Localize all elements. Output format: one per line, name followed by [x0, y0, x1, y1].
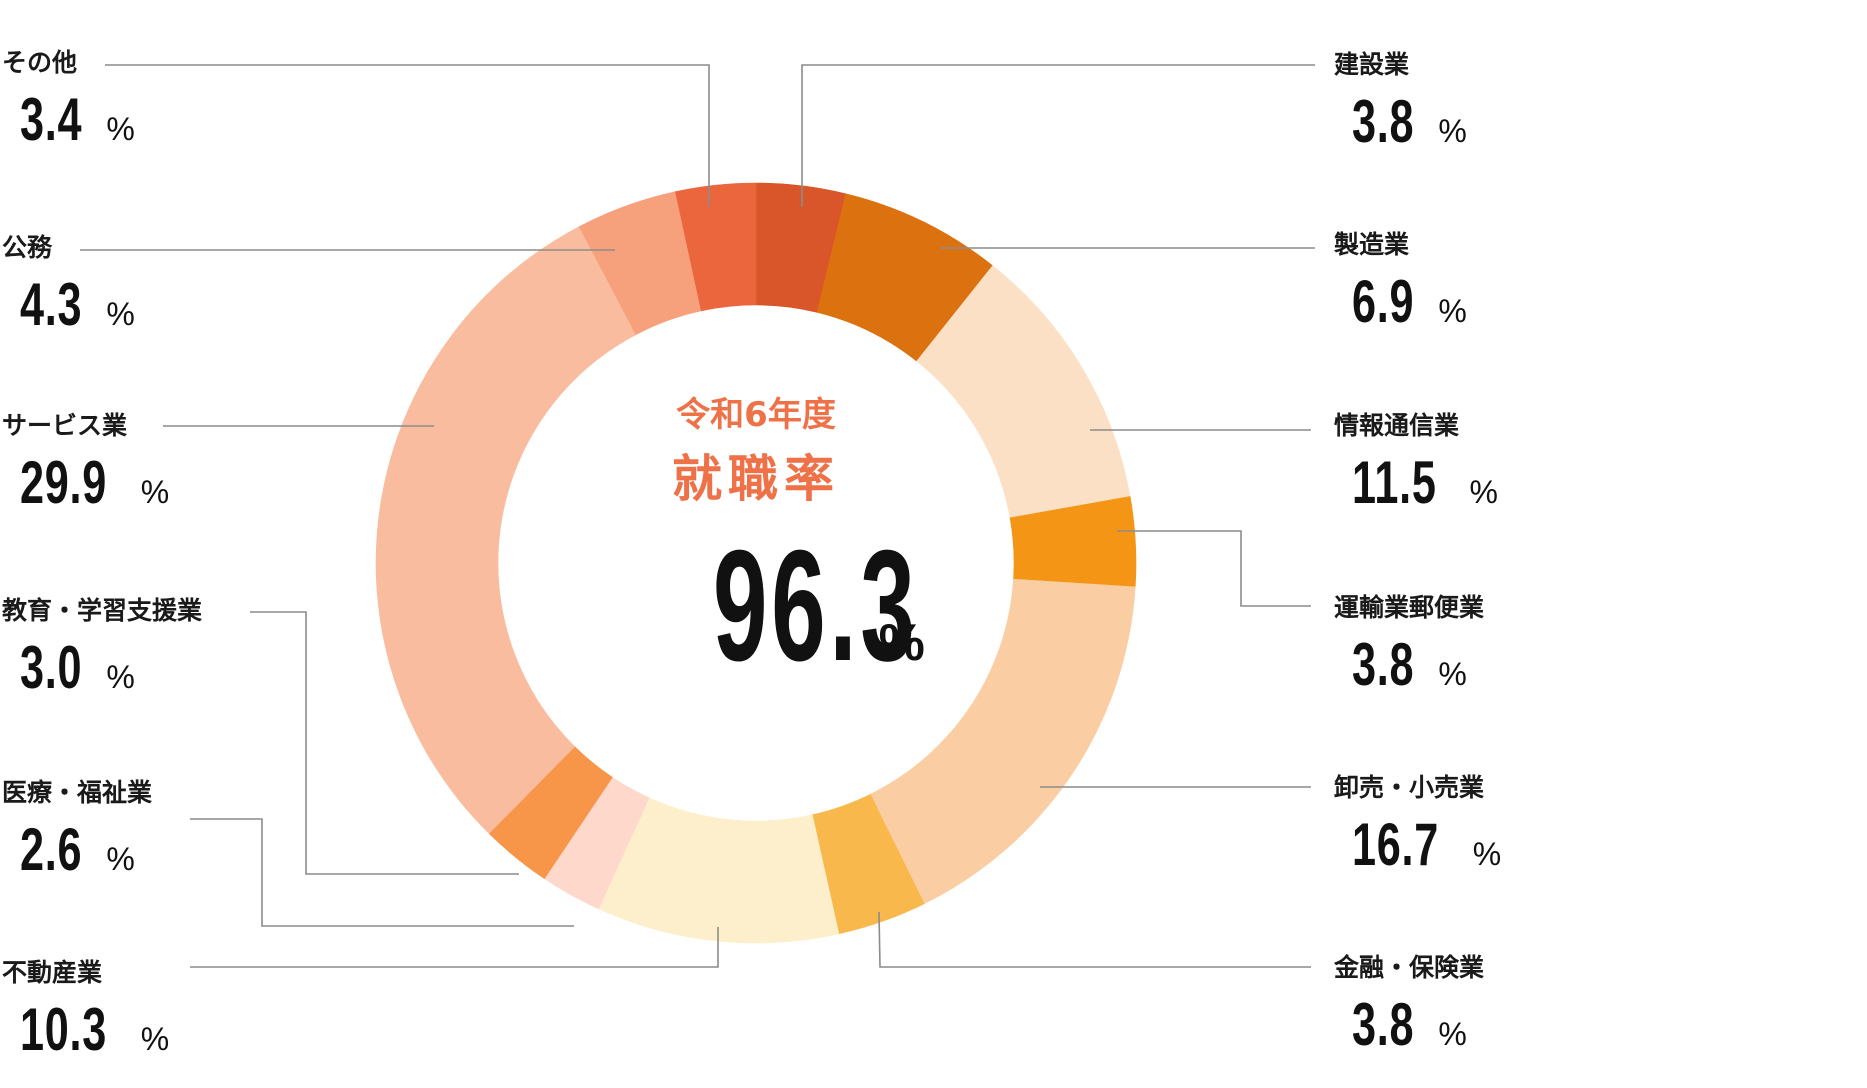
leader-line-kyouiku [250, 611, 519, 875]
label-value: 2.6% [20, 816, 135, 883]
center-year-label: 令和6年度 [676, 395, 836, 435]
label-name: その他 [2, 48, 78, 77]
label-iryou: 医療・福祉業 2.6% [2, 778, 152, 896]
leader-line-sonota [105, 64, 710, 207]
label-name: サービス業 [2, 411, 128, 440]
label-koumu: 公務 4.3% [2, 233, 135, 351]
leader-line-iryou [190, 818, 574, 927]
label-name: 教育・学習支援業 [2, 596, 203, 625]
label-name: 金融・保険業 [1334, 953, 1485, 982]
donut-segments [375, 182, 1137, 944]
label-value: 6.9% [1352, 268, 1467, 335]
label-service: サービス業 29.9% [2, 411, 169, 529]
center-summary: 令和6年度 就職率 96.3% [556, 395, 956, 694]
label-value: 11.5% [1352, 449, 1498, 516]
leader-line-unyu [1117, 530, 1311, 607]
label-kensetsu: 建設業 3.8% [1334, 50, 1467, 168]
label-value: 3.8% [1352, 991, 1467, 1058]
label-name: 公務 [2, 233, 53, 262]
leader-line-kinyu [878, 911, 1311, 968]
center-title: 就職率 [672, 450, 840, 508]
label-name: 運輸業郵便業 [1334, 593, 1485, 622]
center-rate-value: 96.3 [713, 518, 919, 694]
label-name: 卸売・小売業 [1334, 773, 1485, 802]
label-value: 3.8% [1352, 631, 1467, 698]
label-value: 3.4% [20, 86, 135, 153]
label-fudousan: 不動産業 10.3% [2, 958, 169, 1076]
label-unyu: 運輸業郵便業 3.8% [1334, 593, 1484, 711]
leader-line-fudousan [190, 927, 719, 968]
label-kyouiku: 教育・学習支援業 3.0% [2, 596, 202, 714]
label-value: 29.9% [20, 449, 170, 516]
label-value: 3.0% [20, 634, 135, 701]
center-employment-rate: 96.3% [556, 518, 956, 694]
label-name: 製造業 [1334, 230, 1410, 259]
label-value: 16.7% [1352, 811, 1502, 878]
label-seizou: 製造業 6.9% [1334, 230, 1467, 348]
donut-segment [375, 226, 637, 834]
label-oroshiuri: 卸売・小売業 16.7% [1334, 773, 1501, 891]
label-name: 情報通信業 [1334, 411, 1460, 440]
label-kinyu: 金融・保険業 3.8% [1334, 953, 1484, 1071]
label-value: 3.8% [1352, 88, 1467, 155]
leader-lines [80, 64, 1315, 968]
label-value: 4.3% [20, 271, 135, 338]
donut-segment [869, 578, 1136, 905]
label-jouhou: 情報通信業 11.5% [1334, 411, 1498, 529]
center-rate-unit: % [878, 614, 925, 672]
label-value: 10.3% [20, 996, 170, 1063]
label-name: 不動産業 [2, 958, 103, 987]
label-name: 医療・福祉業 [2, 778, 153, 807]
donut-segment [675, 182, 757, 312]
label-name: 建設業 [1334, 50, 1410, 79]
label-sonota: その他 3.4% [2, 48, 135, 166]
leader-line-kensetsu [801, 64, 1315, 207]
